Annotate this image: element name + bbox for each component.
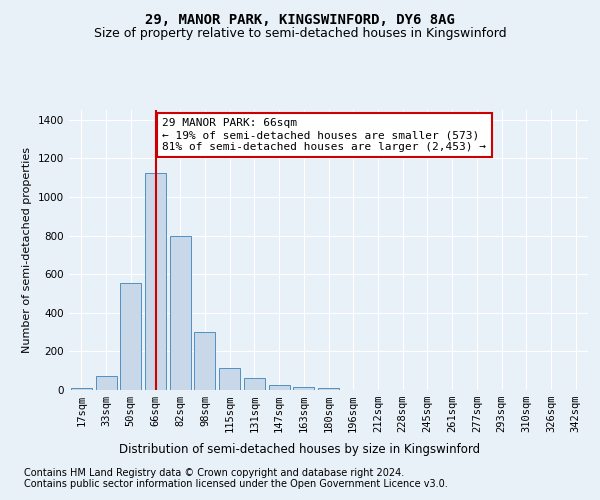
Text: Size of property relative to semi-detached houses in Kingswinford: Size of property relative to semi-detach…	[94, 28, 506, 40]
Text: 29, MANOR PARK, KINGSWINFORD, DY6 8AG: 29, MANOR PARK, KINGSWINFORD, DY6 8AG	[145, 12, 455, 26]
Bar	[145, 173, 166, 390]
Bar	[71, 388, 92, 390]
Bar	[244, 378, 265, 390]
Bar	[120, 283, 141, 390]
Bar	[95, 376, 116, 390]
Bar	[194, 332, 215, 390]
Bar	[170, 236, 191, 390]
Y-axis label: Number of semi-detached properties: Number of semi-detached properties	[22, 147, 32, 353]
Bar	[269, 385, 290, 390]
Text: Distribution of semi-detached houses by size in Kingswinford: Distribution of semi-detached houses by …	[119, 442, 481, 456]
Text: Contains public sector information licensed under the Open Government Licence v3: Contains public sector information licen…	[24, 479, 448, 489]
Text: 29 MANOR PARK: 66sqm
← 19% of semi-detached houses are smaller (573)
81% of semi: 29 MANOR PARK: 66sqm ← 19% of semi-detac…	[163, 118, 487, 152]
Bar	[219, 368, 240, 390]
Text: Contains HM Land Registry data © Crown copyright and database right 2024.: Contains HM Land Registry data © Crown c…	[24, 468, 404, 477]
Bar	[318, 388, 339, 390]
Bar	[293, 387, 314, 390]
